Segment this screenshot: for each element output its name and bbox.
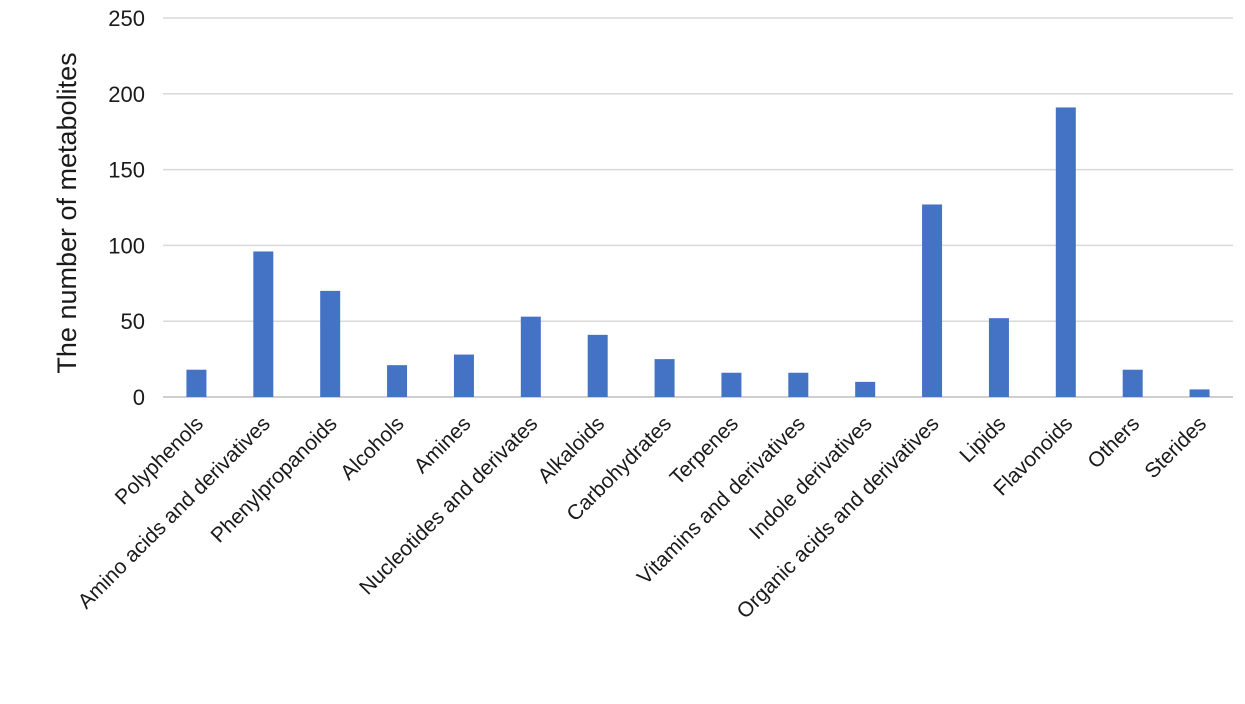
bar-organic-acids-and-derivatives [922,204,943,397]
bar-indole-derivatives [855,381,876,397]
bar-phenylpropanoids [320,290,341,397]
x-tick-label: Amines [410,412,476,478]
bars [186,107,1210,397]
bar-terpenes [721,372,742,397]
y-tick-label: 200 [108,82,145,107]
bar-vitamins-and-derivatives [788,372,809,397]
x-tick-label: Phenylpropanoids [207,412,342,547]
bar-amines [453,354,474,397]
y-axis-label: The number of metabolites [52,52,82,373]
y-tick-label: 50 [121,309,145,334]
x-tick-label: Lipids [955,412,1010,467]
bar-lipids [988,318,1009,397]
bar-sterides [1189,389,1210,397]
x-tick-label: Others [1083,412,1144,473]
bar-alcohols [387,365,408,397]
y-tick-label: 250 [108,6,145,31]
y-tick-label: 100 [108,233,145,258]
bar-flavonoids [1055,107,1076,397]
x-tick-label: Alcohols [336,412,408,484]
bar-others [1122,369,1143,397]
y-tick-labels: 0 50 100 150 200 250 [108,6,145,410]
gridlines [163,17,1233,398]
bar-amino-acids-and-derivatives [253,251,274,397]
bar-polyphenols [186,369,207,397]
bar-nucleotides-and-derivates [520,316,541,397]
y-tick-label: 0 [133,385,145,410]
bar-alkaloids [587,334,608,397]
x-tick-label: Sterides [1140,412,1211,483]
bar-carbohydrates [654,359,675,397]
x-tick-label: Indole derivatives [745,412,877,544]
y-tick-label: 150 [108,158,145,183]
